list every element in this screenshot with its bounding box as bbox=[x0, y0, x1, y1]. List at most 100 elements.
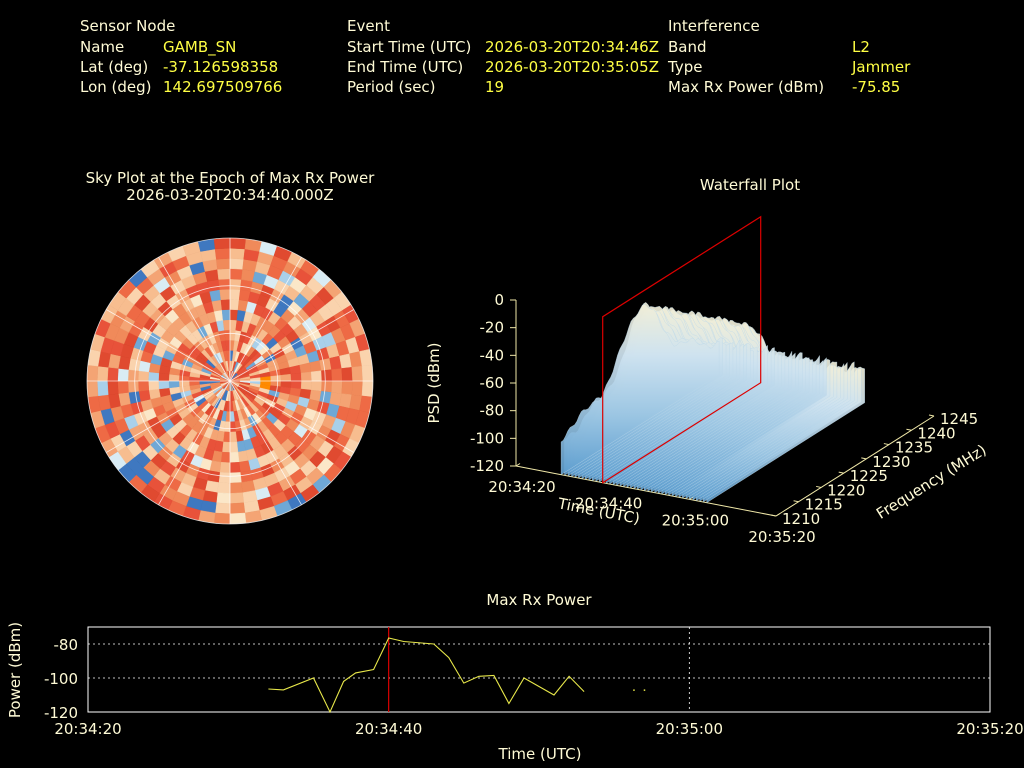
sensor-lat-value: -37.126598358 bbox=[163, 58, 279, 76]
skyplot-cell bbox=[310, 380, 323, 392]
skyplot-cell bbox=[218, 278, 231, 290]
maxrx-title: Max Rx Power bbox=[486, 591, 592, 609]
skyplot-cell bbox=[221, 441, 231, 453]
skyplot-cell bbox=[300, 371, 312, 382]
skyplot-subtitle: 2026-03-20T20:34:40.000Z bbox=[126, 186, 334, 204]
maxrx-frame bbox=[87, 626, 991, 713]
skyplot-cell bbox=[229, 288, 241, 301]
waterfall-freq-tick-label: 1215 bbox=[805, 496, 843, 514]
skyplot-cell bbox=[280, 373, 292, 382]
sensor-name-value: GAMB_SN bbox=[163, 38, 237, 56]
skyplot-cell bbox=[213, 238, 231, 250]
skyplot-cell bbox=[216, 258, 231, 270]
skyplot-cell bbox=[224, 329, 231, 341]
waterfall-freq-tick-label: 1220 bbox=[827, 481, 865, 499]
waterfall-psd-tick-label: -20 bbox=[480, 319, 505, 337]
waterfall-freq-tick bbox=[816, 485, 822, 488]
skyplot-grid bbox=[86, 237, 374, 525]
waterfall-slice bbox=[560, 303, 720, 476]
waterfall-time-tick bbox=[515, 463, 521, 467]
skyplot bbox=[86, 237, 374, 525]
sensor-lat-label: Lat (deg) bbox=[80, 58, 149, 76]
skyplot-cell bbox=[148, 380, 160, 391]
skyplot-cells bbox=[87, 238, 373, 524]
interference-heading: Interference bbox=[668, 17, 760, 35]
skyplot-cell bbox=[229, 451, 240, 463]
skyplot-cell bbox=[229, 299, 240, 311]
waterfall-freq-tick bbox=[906, 428, 912, 431]
sensor-name-label: Name bbox=[80, 38, 125, 56]
skyplot-cell bbox=[290, 380, 302, 390]
maxrx-ylabel: Power (dBm) bbox=[6, 622, 24, 718]
event-start-value: 2026-03-20T20:34:46Z bbox=[485, 38, 659, 56]
waterfall-surface bbox=[560, 302, 865, 504]
skyplot-cell bbox=[168, 380, 180, 389]
skyplot-cell bbox=[158, 380, 170, 390]
skyplot-cell bbox=[310, 370, 323, 382]
skyplot-cell bbox=[214, 502, 231, 515]
event-heading: Event bbox=[347, 17, 390, 35]
skyplot-cell bbox=[229, 441, 239, 453]
skyplot-cell bbox=[321, 369, 333, 382]
skyplot-spoke bbox=[229, 256, 302, 382]
skyplot-cell bbox=[127, 369, 139, 382]
interference-band-value: L2 bbox=[852, 38, 870, 56]
waterfall-time-tick bbox=[775, 513, 781, 517]
maxrx-x-tick-label: 20:35:20 bbox=[956, 720, 1023, 738]
waterfall-freq-tick-label: 1225 bbox=[850, 467, 888, 485]
skyplot-cell bbox=[96, 380, 109, 397]
waterfall-time-tick-label: 20:35:00 bbox=[662, 511, 729, 529]
waterfall-psd-tick-label: -80 bbox=[480, 402, 505, 420]
skyplot-cell bbox=[117, 368, 129, 382]
waterfall-psd-tick-label: 0 bbox=[494, 291, 504, 309]
skyplot-cell bbox=[96, 365, 109, 382]
skyplot-spoke bbox=[229, 309, 355, 382]
skyplot-cell bbox=[331, 380, 343, 394]
skyplot-cell bbox=[138, 389, 151, 402]
skyplot-cell bbox=[309, 360, 322, 373]
skyplot-cell bbox=[216, 492, 231, 504]
waterfall-freq-tick bbox=[838, 471, 844, 474]
skyplot-cell bbox=[229, 258, 244, 270]
event-period-label: Period (sec) bbox=[347, 78, 436, 96]
skyplot-spoke bbox=[105, 309, 231, 382]
interference-type-value: Jammer bbox=[852, 58, 911, 76]
waterfall-freq-tick-label: 1235 bbox=[895, 439, 933, 457]
skyplot-cell bbox=[270, 375, 282, 382]
skyplot-cell bbox=[217, 482, 231, 494]
skyplot-cell bbox=[117, 380, 129, 394]
event-end-label: End Time (UTC) bbox=[347, 58, 464, 76]
skyplot-cell bbox=[214, 247, 231, 260]
waterfall-freq-tick-label: 1245 bbox=[940, 410, 978, 428]
skyplot-cell bbox=[137, 380, 150, 392]
skyplot-cell bbox=[178, 380, 190, 387]
skyplot-cell bbox=[127, 380, 139, 393]
skyplot-cell bbox=[361, 380, 373, 398]
skyplot-spoke bbox=[158, 256, 231, 382]
waterfall-freq-tick bbox=[883, 443, 889, 446]
waterfall-plot: 0 -20 -40 -60 -80 -100 -120 20:34:20 20:34:40 20:… bbox=[425, 215, 990, 546]
skyplot-cell bbox=[219, 461, 231, 474]
waterfall-time-tick-label: 20:34:40 bbox=[575, 495, 642, 513]
waterfall-zlabel: PSD (dBm) bbox=[425, 342, 443, 423]
skyplot-cell bbox=[229, 502, 246, 515]
skyplot-cell bbox=[221, 309, 231, 321]
skyplot-cell bbox=[351, 365, 364, 382]
maxrx-series-line bbox=[268, 637, 585, 714]
skyplot-spoke bbox=[158, 380, 231, 506]
waterfall-freq-tick bbox=[861, 457, 867, 460]
waterfall-time-tick-label: 20:34:20 bbox=[488, 478, 555, 496]
interference-band-label: Band bbox=[668, 38, 707, 56]
maxrx-y-tick-label: -100 bbox=[44, 670, 78, 688]
interference-power-label: Max Rx Power (dBm) bbox=[668, 78, 825, 96]
waterfall-frequency-axis bbox=[775, 415, 935, 517]
skyplot-cell bbox=[220, 299, 231, 311]
skyplot-cell bbox=[87, 380, 99, 398]
skyplot-cell bbox=[222, 319, 231, 331]
waterfall-freq-tick bbox=[928, 414, 935, 417]
waterfall-psd-tick-label: -60 bbox=[480, 374, 505, 392]
waterfall-time-axis bbox=[515, 465, 777, 517]
skyplot-cell bbox=[107, 380, 119, 395]
skyplot-cell bbox=[229, 431, 238, 443]
sensor-lon-value: 142.697509766 bbox=[163, 78, 283, 96]
